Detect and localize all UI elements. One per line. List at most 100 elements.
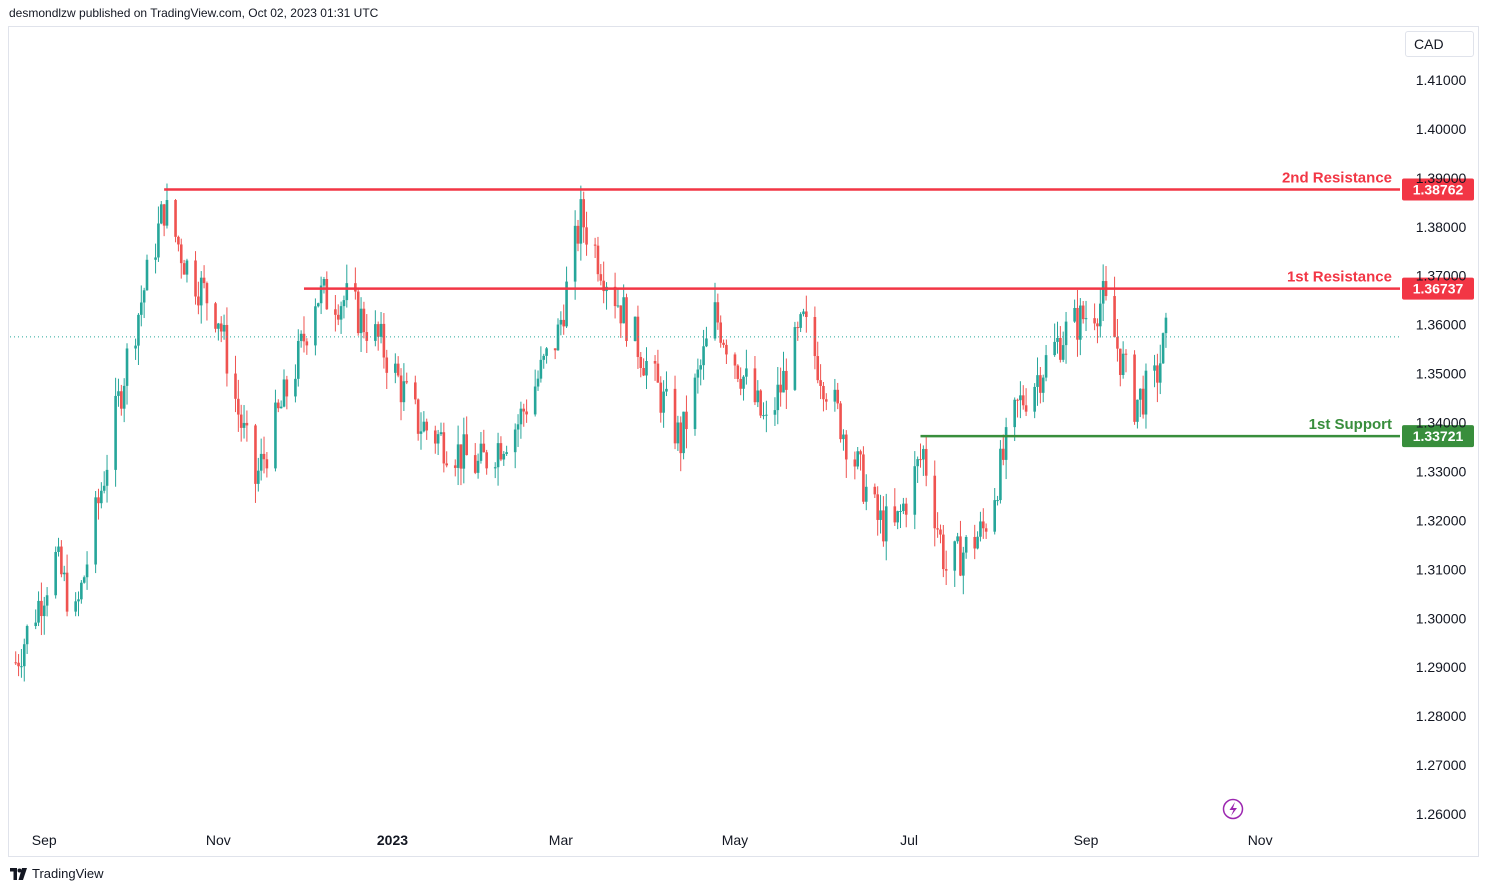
candle [605, 282, 608, 310]
candle [1161, 332, 1165, 364]
candle [1033, 383, 1036, 419]
candle [42, 596, 46, 635]
candle [493, 462, 497, 479]
candle [904, 497, 908, 528]
candle [217, 322, 220, 341]
candle [745, 349, 748, 385]
candle [85, 551, 89, 590]
candle [722, 339, 725, 348]
candle [453, 459, 457, 477]
candle [1121, 341, 1125, 379]
candle [179, 238, 183, 279]
candle [765, 400, 768, 433]
price-axis: 1.41000 1.40000 1.39000 1.38000 1.37000 1.360… [1416, 72, 1467, 822]
level-name: 1st Support [1309, 416, 1392, 433]
level-price-label: 1.36737 [1413, 281, 1464, 297]
candle [237, 379, 240, 432]
candle [642, 358, 645, 377]
resistance-level[interactable]: 1st Resistance 1.36737 [303, 269, 1474, 300]
candle [924, 435, 928, 487]
candle [319, 276, 323, 315]
candle [1156, 353, 1159, 403]
candle [533, 369, 537, 417]
candle [939, 524, 942, 544]
candle [1133, 350, 1136, 425]
candle [762, 402, 765, 420]
candle [676, 415, 680, 451]
candle [1153, 354, 1156, 388]
candle [139, 285, 143, 327]
candle [262, 436, 266, 474]
candle [242, 405, 246, 439]
candle [239, 404, 243, 442]
candle [185, 258, 189, 283]
candle [679, 416, 683, 472]
candle [645, 347, 648, 390]
candle [177, 235, 180, 252]
candle [619, 305, 623, 338]
candle [422, 411, 426, 433]
candle [145, 254, 149, 291]
candle [496, 432, 500, 486]
candle [376, 321, 380, 351]
candle [137, 313, 140, 366]
resistance-level[interactable]: 2nd Resistance 1.38762 [164, 170, 1474, 201]
candle [442, 422, 446, 473]
candle [122, 378, 126, 423]
candle [653, 355, 657, 381]
candle [254, 423, 257, 503]
candle [334, 295, 337, 332]
footer-brand[interactable]: TradingView [10, 866, 104, 881]
candle [779, 367, 782, 407]
candle [336, 304, 340, 326]
candle [279, 400, 283, 409]
currency-selector[interactable]: CAD [1405, 31, 1474, 57]
candle [1124, 349, 1128, 373]
candle [573, 210, 577, 300]
candle [459, 444, 463, 486]
candle [702, 329, 705, 380]
candle [639, 352, 643, 378]
candle [716, 293, 720, 330]
candle [416, 398, 420, 441]
candle [902, 497, 905, 515]
candle [1039, 366, 1042, 404]
candle [465, 416, 468, 456]
candle [879, 494, 882, 534]
candle [419, 412, 423, 450]
replay-icon[interactable] [1222, 798, 1244, 820]
candle [274, 389, 277, 472]
candle [596, 236, 600, 282]
candle [296, 329, 300, 387]
candle [54, 546, 57, 599]
candle [522, 403, 526, 427]
candle [893, 488, 897, 527]
support-level[interactable]: 1st Support 1.33721 [920, 416, 1474, 448]
candle [1096, 318, 1099, 344]
y-tick-label: 1.32000 [1416, 512, 1467, 528]
candle [682, 411, 685, 460]
candle [134, 338, 137, 360]
candle [1004, 417, 1008, 480]
candle [782, 351, 785, 393]
candle [1041, 374, 1045, 403]
candle [396, 356, 400, 378]
candle [1104, 266, 1108, 301]
candle [864, 474, 868, 511]
candle [542, 353, 546, 369]
candle [345, 264, 349, 308]
candle [1138, 388, 1142, 418]
candle [662, 380, 665, 428]
candle [916, 456, 919, 483]
candle [385, 349, 389, 390]
candle [833, 378, 837, 412]
y-tick-label: 1.41000 [1416, 72, 1467, 88]
candle [62, 565, 66, 582]
y-tick-label: 1.35000 [1416, 366, 1467, 382]
candle [516, 414, 520, 447]
candle [479, 432, 483, 464]
candle [753, 356, 757, 406]
candle [482, 429, 486, 453]
candle [382, 313, 386, 369]
